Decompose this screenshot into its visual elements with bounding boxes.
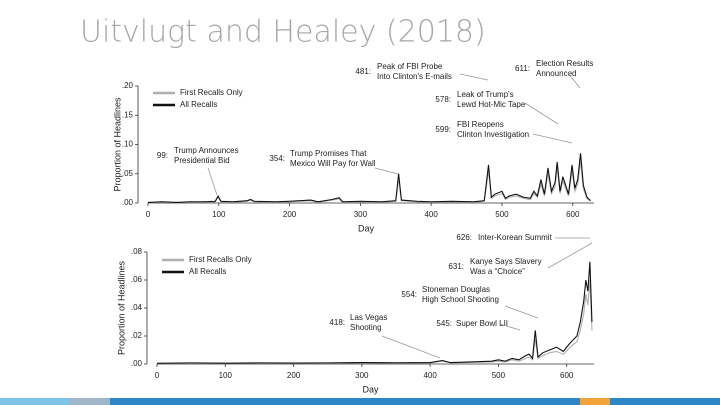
y-tick-label: .10 — [122, 140, 134, 149]
annotation-arrow — [459, 73, 489, 81]
legend-label: First Recalls Only — [189, 255, 252, 264]
annotation-day: 99: — [157, 151, 168, 160]
annotation-text: Into Clinton's E-mails — [377, 72, 452, 81]
annotation-day: 631: — [448, 262, 464, 271]
annotation-arrow — [207, 167, 218, 196]
legend-label: All Recalls — [189, 267, 226, 276]
annotation-text: Kanye Says Slavery — [470, 257, 542, 266]
data-line — [147, 153, 591, 203]
y-tick-label: .00 — [131, 359, 143, 368]
annotation-text: Peak of FBI Probe — [377, 62, 443, 71]
x-tick-label: 500 — [492, 371, 506, 380]
y-tick-label: .06 — [131, 275, 143, 284]
annotation-text: Clinton Investigation — [457, 130, 529, 139]
y-tick-label: .08 — [131, 247, 143, 256]
x-tick-label: 400 — [424, 210, 438, 219]
annotation-arrow — [524, 102, 559, 125]
y-axis-label: Proportion of Headlines — [112, 97, 122, 192]
slide-title: Uitvlugt and Healey (2018) — [80, 15, 486, 50]
y-tick-label: .02 — [131, 331, 143, 340]
annotation-arrow — [381, 335, 441, 359]
legend-label: First Recalls Only — [180, 88, 243, 97]
annotation-arrow — [567, 72, 581, 89]
y-axis-label: Proportion of Headlines — [116, 260, 126, 355]
y-tick-label: .04 — [131, 303, 143, 312]
annotation-text: Leak of Trump's — [457, 90, 514, 99]
annotation-text: Lewd Hot-Mic Tape — [457, 100, 526, 109]
y-tick-label: .20 — [122, 81, 134, 90]
annotation-text: High School Shooting — [422, 295, 499, 304]
x-axis-label: Day — [358, 223, 375, 233]
annotation-text: Presidential Bid — [174, 156, 230, 165]
annotation-text: Super Bowl LII — [456, 319, 508, 328]
data-line — [148, 160, 591, 203]
annotation-day: 354: — [269, 154, 285, 163]
annotation-arrow — [547, 242, 593, 269]
x-tick-label: 200 — [283, 210, 297, 219]
annotation-text: FBI Reopens — [457, 120, 504, 129]
footer-strip — [0, 398, 720, 405]
annotation-day: 481: — [355, 67, 371, 76]
annotation-arrow — [504, 305, 539, 319]
annotation-day: 626: — [456, 233, 472, 242]
annotation-text: Mexico Will Pay for Wall — [290, 159, 376, 168]
y-tick-label: .15 — [122, 110, 134, 119]
annotation-day: 599: — [435, 125, 451, 134]
annotation-text: Trump Announces — [174, 146, 239, 155]
annotation-day: 418: — [329, 318, 345, 327]
x-tick-label: 100 — [212, 210, 226, 219]
annotation-day: 611: — [515, 64, 530, 73]
x-tick-label: 0 — [155, 371, 160, 380]
annotation-text: Inter-Korean Summit — [478, 233, 553, 242]
annotation-text: Election Results — [536, 59, 593, 68]
x-tick-label: 300 — [355, 371, 369, 380]
x-tick-label: 0 — [146, 210, 151, 219]
annotation-text: Announced — [536, 69, 576, 78]
annotation-text: Shooting — [350, 323, 382, 332]
x-tick-label: 100 — [219, 371, 233, 380]
data-line — [156, 261, 593, 364]
annotation-day: 554: — [401, 290, 417, 299]
annotation-text: Las Vegas — [350, 313, 387, 322]
x-tick-label: 500 — [495, 210, 509, 219]
x-tick-label: 300 — [354, 210, 368, 219]
annotation-day: 578: — [435, 95, 451, 104]
annotation-arrow — [499, 323, 521, 331]
annotation-arrow — [532, 133, 573, 144]
legend-label: All Recalls — [180, 100, 217, 109]
x-tick-label: 200 — [287, 371, 301, 380]
annotation-text: Was a “Choice” — [470, 267, 525, 276]
y-tick-label: .05 — [122, 169, 134, 178]
x-axis-label: Day — [362, 384, 379, 394]
x-tick-label: 600 — [566, 210, 580, 219]
y-tick-label: .00 — [122, 198, 134, 207]
annotation-text: Trump Promises That — [290, 149, 367, 158]
annotation-day: 545: — [436, 319, 452, 328]
x-tick-label: 600 — [560, 371, 574, 380]
annotation-arrow — [374, 167, 399, 175]
chart: .00 .05 .10 .15 .20 0 100 200 300 400 500 600 Day Pro… — [112, 59, 594, 233]
chart: .00 .02 .04 .06 .08 0 100 200 300 400 500 600 Day Pro… — [116, 233, 594, 394]
x-tick-label: 400 — [423, 371, 437, 380]
annotation-text: Stoneman Douglas — [422, 285, 490, 294]
